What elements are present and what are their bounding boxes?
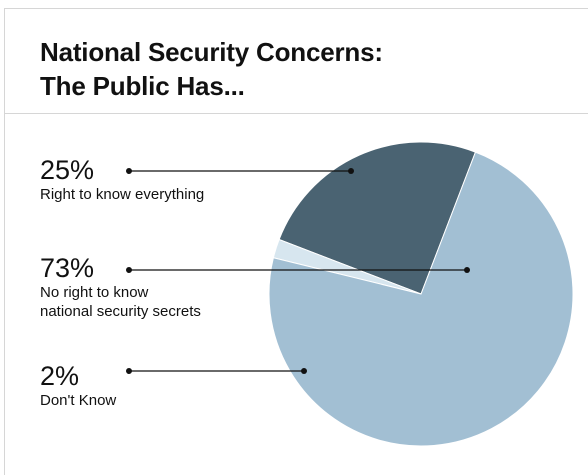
pie-slice-right-to-know	[278, 141, 477, 295]
legend-entry-right-to-know: 25% Right to know everything	[40, 155, 204, 204]
leader-dot-dont-know-start	[126, 368, 132, 374]
leader-dot-dont-know-end	[301, 368, 307, 374]
leader-dot-right-to-know-end	[348, 168, 354, 174]
chart-title-line-2: The Public Has...	[40, 71, 245, 101]
leader-dot-no-right-to-know-start	[126, 267, 132, 273]
leader-dot-right-to-know-start	[126, 168, 132, 174]
legend-entry-no-right-to-know: 73% No right to know national security s…	[40, 253, 201, 321]
legend-desc-dont-know: Don't Know	[40, 392, 117, 409]
chart-title-line-1: National Security Concerns:	[40, 37, 383, 67]
legend-pct-no-right-to-know: 73%	[40, 253, 95, 283]
chart-title: National Security Concerns: The Public H…	[40, 35, 383, 103]
chart-frame	[4, 8, 588, 475]
title-divider	[5, 113, 588, 114]
legend-pct-right-to-know: 25%	[40, 155, 95, 185]
legend-entry-dont-know: 2% Don't Know	[40, 361, 116, 410]
legend-desc-right-to-know: Right to know everything	[40, 186, 205, 203]
legend-pct-dont-know: 2%	[40, 361, 80, 391]
legend-desc-no-right-to-know-line-1: No right to know	[40, 284, 149, 301]
pie-slice-no-right-to-know	[268, 151, 574, 447]
legend-desc-no-right-to-know-line-2: national security secrets	[40, 303, 201, 320]
leader-dot-no-right-to-know-end	[464, 267, 470, 273]
